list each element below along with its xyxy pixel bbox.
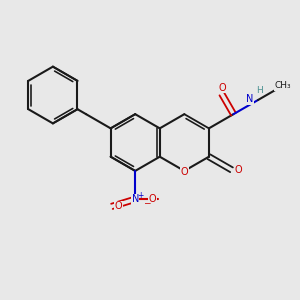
Text: N: N bbox=[131, 194, 139, 204]
Text: O: O bbox=[114, 201, 122, 212]
Text: O: O bbox=[218, 82, 226, 92]
Text: O: O bbox=[235, 165, 242, 175]
Text: O: O bbox=[181, 167, 188, 177]
Text: H: H bbox=[256, 86, 263, 95]
Text: N: N bbox=[246, 94, 254, 104]
Text: −: − bbox=[143, 198, 151, 207]
Text: CH₃: CH₃ bbox=[274, 81, 291, 90]
Text: O: O bbox=[148, 194, 156, 204]
Text: +: + bbox=[137, 190, 143, 200]
